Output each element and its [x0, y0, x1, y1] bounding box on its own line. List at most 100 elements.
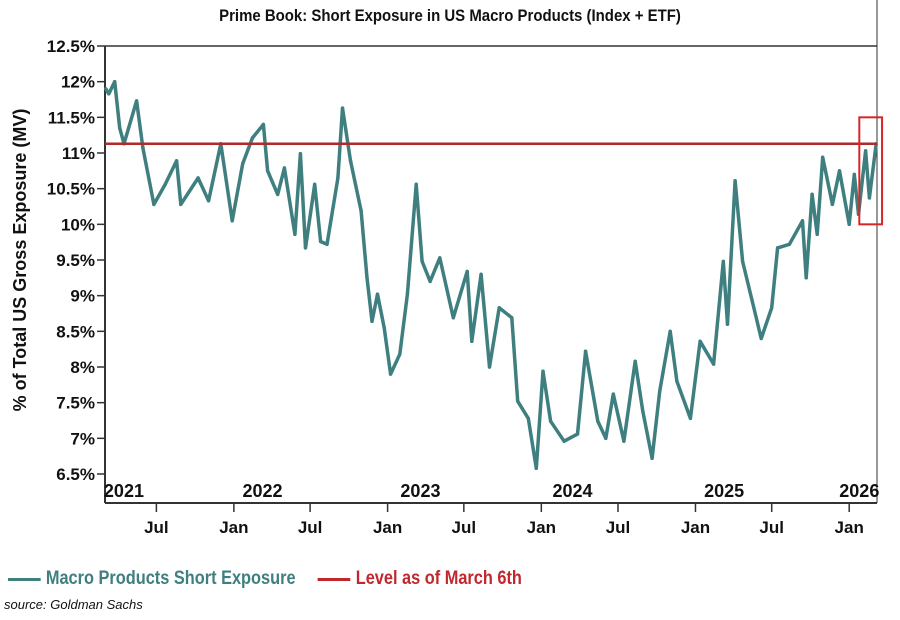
- x-tick-label: Jul: [144, 518, 169, 537]
- data-point: [740, 259, 745, 264]
- data-point: [275, 192, 280, 197]
- data-point: [852, 172, 856, 177]
- data-point: [470, 339, 474, 344]
- data-point: [541, 369, 545, 373]
- data-point: [303, 246, 308, 250]
- data-point: [641, 409, 645, 413]
- data-point: [206, 199, 211, 203]
- data-point: [830, 202, 835, 207]
- data-point: [526, 416, 530, 421]
- x-year-label: 2022: [242, 481, 282, 501]
- data-point: [622, 439, 626, 443]
- legend-swatch-teal: [8, 577, 41, 581]
- x-year-label: 2026: [839, 481, 879, 501]
- data-point: [775, 246, 780, 250]
- legend-swatch-red: [317, 577, 351, 581]
- x-tick-label: Jan: [835, 518, 864, 537]
- data-point: [365, 276, 369, 280]
- data-point: [141, 146, 145, 150]
- source-note: source: Goldman Sachs: [4, 597, 143, 612]
- data-point: [750, 299, 755, 304]
- data-point: [359, 209, 363, 213]
- data-point: [733, 179, 737, 183]
- data-point: [711, 362, 716, 366]
- legend-label: Level as of March 6th: [355, 568, 522, 589]
- data-point: [179, 202, 183, 207]
- data-point: [230, 219, 234, 223]
- x-tick-label: Jul: [759, 518, 784, 537]
- data-point: [820, 155, 825, 159]
- data-point: [174, 159, 179, 163]
- y-tick-label: 10%: [61, 215, 95, 234]
- data-point: [405, 292, 410, 296]
- data-point: [451, 316, 456, 320]
- data-point: [863, 149, 868, 153]
- y-tick-label: 7.5%: [56, 394, 95, 413]
- y-tick-label: 7%: [70, 429, 95, 448]
- legend-label: Macro Products Short Exposure: [45, 568, 296, 589]
- data-point: [250, 136, 255, 140]
- data-point: [604, 436, 608, 441]
- data-point: [293, 232, 297, 237]
- data-point: [650, 456, 654, 461]
- data-point: [241, 162, 245, 166]
- data-point: [562, 439, 566, 443]
- x-tick-label: Jan: [219, 518, 248, 537]
- x-tick-label: Jul: [606, 518, 631, 537]
- data-point: [596, 419, 600, 423]
- data-point: [837, 169, 842, 173]
- data-point: [759, 336, 763, 341]
- y-tick-label: 11.5%: [48, 108, 95, 127]
- legend-item-level: Level as of March 6th: [317, 568, 522, 590]
- x-year-label: 2021: [104, 481, 144, 501]
- data-point: [196, 176, 200, 180]
- data-point: [104, 87, 108, 91]
- data-point: [497, 306, 501, 310]
- y-tick-label: 11%: [62, 144, 95, 163]
- x-tick-label: Jan: [527, 518, 556, 537]
- data-point: [548, 419, 553, 423]
- data-point: [770, 306, 774, 310]
- data-point: [583, 349, 588, 354]
- x-year-label: 2023: [400, 481, 440, 501]
- y-tick-label: 8.5%: [56, 322, 95, 341]
- data-point: [698, 339, 702, 344]
- data-point: [810, 192, 814, 197]
- data-point: [265, 169, 270, 173]
- x-tick-label: Jan: [373, 518, 402, 537]
- legend: Macro Products Short Exposure Level as o…: [8, 568, 544, 590]
- y-tick-label: 8%: [70, 358, 95, 377]
- data-point: [370, 319, 374, 324]
- data-point: [534, 466, 538, 470]
- data-point: [479, 272, 483, 276]
- data-point: [340, 106, 345, 110]
- data-point: [382, 326, 386, 330]
- data-point: [107, 92, 111, 96]
- data-point: [516, 399, 520, 403]
- data-point: [815, 232, 819, 237]
- data-point: [348, 159, 353, 163]
- data-point: [388, 372, 393, 376]
- data-point: [633, 359, 637, 363]
- y-tick-label: 10.5%: [47, 180, 95, 199]
- x-year-label: 2024: [552, 481, 592, 501]
- data-point: [152, 202, 156, 207]
- data-point: [688, 416, 693, 421]
- data-point: [657, 389, 662, 393]
- data-point: [575, 432, 580, 436]
- data-point: [867, 196, 872, 200]
- data-point: [725, 322, 730, 326]
- data-point: [465, 269, 469, 274]
- data-point: [611, 392, 616, 396]
- x-tick-label: Jul: [452, 518, 477, 537]
- data-point: [318, 239, 323, 244]
- y-tick-label: 9.5%: [56, 251, 95, 270]
- data-point: [675, 379, 679, 383]
- y-tick-label: 9%: [70, 287, 95, 306]
- y-axis-label: % of Total US Gross Exposure (MV): [10, 109, 30, 412]
- series-line-macro-products: [104, 79, 878, 471]
- data-point: [847, 222, 851, 227]
- data-point: [336, 176, 340, 180]
- y-tick-label: 6.5%: [56, 465, 95, 484]
